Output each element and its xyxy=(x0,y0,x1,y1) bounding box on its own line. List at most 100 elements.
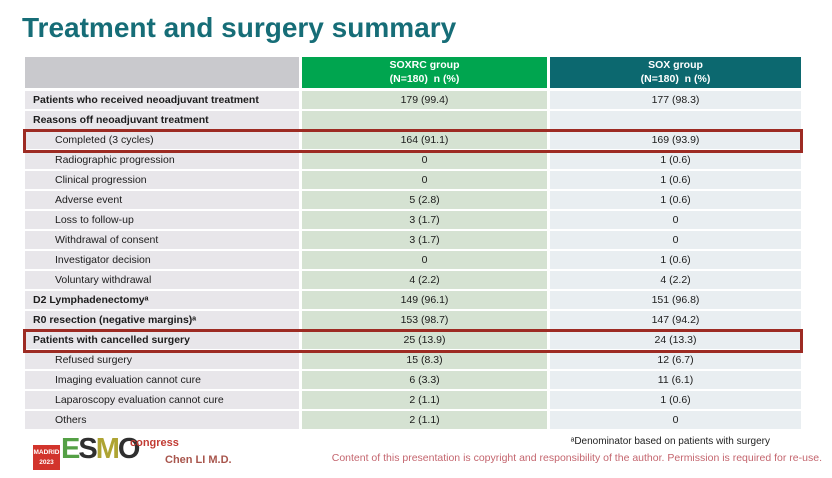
sox-group-name: SOX group xyxy=(648,59,703,72)
sox-value-cell: 169 (93.9) xyxy=(550,131,801,149)
soxrc-value-cell: 153 (98.7) xyxy=(302,311,550,329)
row-label: Laparoscopy evaluation cannot cure xyxy=(55,394,224,406)
soxrc-value-cell: 4 (2.2) xyxy=(302,271,550,289)
row-label: Clinical progression xyxy=(55,174,147,186)
table-row: Adverse event 5 (2.8) 1 (0.6) xyxy=(25,191,801,211)
row-label: Loss to follow-up xyxy=(55,214,134,226)
row-label: Adverse event xyxy=(55,194,123,206)
soxrc-value-cell: 6 (3.3) xyxy=(302,371,550,389)
year-label: 2023 xyxy=(39,458,54,466)
soxrc-value: 0 xyxy=(421,254,428,266)
summary-table: SOXRC group (N=180) n (%) SOX group (N=1… xyxy=(23,57,803,431)
table-row: Withdrawal of consent 3 (1.7) 0 xyxy=(25,231,801,251)
sox-value-cell: 0 xyxy=(550,411,801,429)
soxrc-value-cell: 25 (13.9) xyxy=(302,331,550,349)
sox-value: 11 (6.1) xyxy=(657,374,694,386)
header-cell-sox-group: SOX group (N=180) n (%) xyxy=(550,57,801,88)
row-label: Investigator decision xyxy=(55,254,151,266)
soxrc-value: 3 (1.7) xyxy=(409,234,440,246)
row-label-cell: Loss to follow-up xyxy=(25,211,302,229)
row-label: R0 resection (negative margins)ᵃ xyxy=(33,314,197,326)
row-label-cell: Withdrawal of consent xyxy=(25,231,302,249)
header-cell-blank xyxy=(25,57,302,88)
sox-value-cell: 177 (98.3) xyxy=(550,91,801,109)
row-label: Patients with cancelled surgery xyxy=(33,334,190,346)
row-label: Refused surgery xyxy=(55,354,133,366)
sox-value: 24 (13.3) xyxy=(654,334,697,346)
sox-value-cell: 24 (13.3) xyxy=(550,331,801,349)
row-label-cell: D2 Lymphadenectomyᵃ xyxy=(25,291,302,309)
row-label-cell: R0 resection (negative margins)ᵃ xyxy=(25,311,302,329)
soxrc-value-cell: 164 (91.1) xyxy=(302,131,550,149)
row-label-cell: Radiographic progression xyxy=(25,151,302,169)
soxrc-value-cell: 3 (1.7) xyxy=(302,211,550,229)
sox-value: 1 (0.6) xyxy=(660,394,691,406)
soxrc-value: 6 (3.3) xyxy=(409,374,440,386)
row-label-cell: Investigator decision xyxy=(25,251,302,269)
soxrc-value-cell: 0 xyxy=(302,171,550,189)
soxrc-value-cell xyxy=(302,111,550,129)
soxrc-value: 179 (99.4) xyxy=(400,94,449,106)
row-label-cell: Patients with cancelled surgery xyxy=(25,331,302,349)
sox-value-cell: 4 (2.2) xyxy=(550,271,801,289)
sox-value-cell: 12 (6.7) xyxy=(550,351,801,369)
table-row: Others 2 (1.1) 0 xyxy=(25,411,801,431)
soxrc-value: 3 (1.7) xyxy=(409,214,440,226)
footnote: ᵃDenominator based on patients with surg… xyxy=(570,436,770,447)
table-row: Completed (3 cycles) 164 (91.1) 169 (93.… xyxy=(23,129,803,153)
row-label-cell: Completed (3 cycles) xyxy=(25,131,302,149)
sox-value-cell: 1 (0.6) xyxy=(550,391,801,409)
soxrc-value: 153 (98.7) xyxy=(400,314,449,326)
table-row: D2 Lymphadenectomyᵃ 149 (96.1) 151 (96.8… xyxy=(25,291,801,311)
soxrc-value: 2 (1.1) xyxy=(409,414,440,426)
table-body: Patients who received neoadjuvant treatm… xyxy=(23,91,803,431)
table-row: Investigator decision 0 1 (0.6) xyxy=(25,251,801,271)
presenter-name: Chen LI M.D. xyxy=(165,454,232,466)
congress-label: congress xyxy=(130,437,179,449)
sox-value-cell: 0 xyxy=(550,231,801,249)
row-label-cell: Clinical progression xyxy=(25,171,302,189)
sox-value: 4 (2.2) xyxy=(660,274,691,286)
sox-value: 177 (98.3) xyxy=(651,94,700,106)
sox-value: 1 (0.6) xyxy=(660,154,691,166)
soxrc-value-cell: 2 (1.1) xyxy=(302,411,550,429)
soxrc-value: 4 (2.2) xyxy=(409,274,440,286)
table-header: SOXRC group (N=180) n (%) SOX group (N=1… xyxy=(25,57,801,88)
madrid-2023-badge: MADRID 2023 xyxy=(33,445,60,470)
page-title: Treatment and surgery summary xyxy=(22,12,457,43)
table-row: Radiographic progression 0 1 (0.6) xyxy=(25,151,801,171)
sox-value-cell: 11 (6.1) xyxy=(550,371,801,389)
sox-value: 12 (6.7) xyxy=(657,354,694,366)
row-label: Radiographic progression xyxy=(55,154,175,166)
sox-value: 147 (94.2) xyxy=(651,314,700,326)
sox-value-cell: 1 (0.6) xyxy=(550,171,801,189)
table-row: Refused surgery 15 (8.3) 12 (6.7) xyxy=(25,351,801,371)
sox-value: 0 xyxy=(672,214,679,226)
table-row: Reasons off neoadjuvant treatment xyxy=(25,111,801,131)
sox-value-cell: 0 xyxy=(550,211,801,229)
row-label: Voluntary withdrawal xyxy=(55,274,152,286)
row-label-cell: Laparoscopy evaluation cannot cure xyxy=(25,391,302,409)
soxrc-value: 15 (8.3) xyxy=(406,354,443,366)
sox-value: 0 xyxy=(672,414,679,426)
row-label: Patients who received neoadjuvant treatm… xyxy=(33,94,259,106)
copyright-notice: Content of this presentation is copyrigh… xyxy=(331,452,822,464)
soxrc-value-cell: 0 xyxy=(302,251,550,269)
soxrc-value: 164 (91.1) xyxy=(400,134,449,146)
sox-value: 1 (0.6) xyxy=(660,254,691,266)
soxrc-value-cell: 15 (8.3) xyxy=(302,351,550,369)
table-row: Loss to follow-up 3 (1.7) 0 xyxy=(25,211,801,231)
sox-value-cell: 151 (96.8) xyxy=(550,291,801,309)
soxrc-value: 0 xyxy=(421,154,428,166)
sox-value: 1 (0.6) xyxy=(660,194,691,206)
table-row: Imaging evaluation cannot cure 6 (3.3) 1… xyxy=(25,371,801,391)
table-row: Patients who received neoadjuvant treatm… xyxy=(25,91,801,111)
soxrc-value-cell: 0 xyxy=(302,151,550,169)
row-label-cell: Imaging evaluation cannot cure xyxy=(25,371,302,389)
soxrc-group-subtitle: (N=180) n (%) xyxy=(389,72,460,85)
row-label: D2 Lymphadenectomyᵃ xyxy=(33,294,149,306)
soxrc-value: 2 (1.1) xyxy=(409,394,440,406)
soxrc-value: 149 (96.1) xyxy=(400,294,449,306)
soxrc-value-cell: 179 (99.4) xyxy=(302,91,550,109)
soxrc-value-cell: 149 (96.1) xyxy=(302,291,550,309)
